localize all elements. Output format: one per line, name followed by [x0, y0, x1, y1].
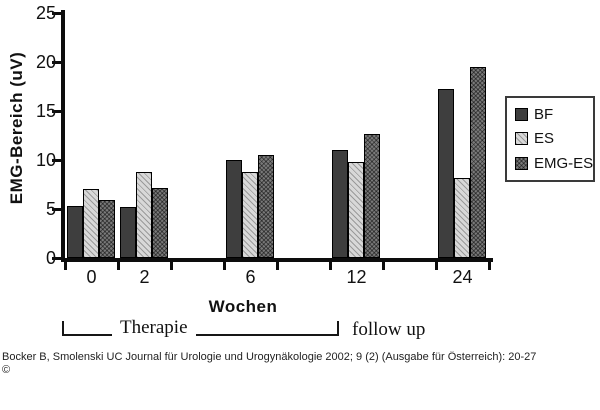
bar-ES-week-12: [348, 162, 364, 258]
x-tick-0: [64, 262, 67, 270]
y-tick-label-25: 25: [35, 3, 56, 23]
bar-BF-week-0: [67, 206, 83, 258]
legend-entry-es: ES: [515, 131, 593, 146]
x-tick-6: [382, 262, 385, 270]
y-tick-20: [52, 61, 61, 64]
x-axis-title: Wochen: [208, 297, 278, 316]
x-axis-line: [61, 258, 493, 262]
bar-ES-week-6: [242, 172, 258, 258]
legend-entry-emg-es: EMG-ES: [515, 156, 593, 171]
y-tick-label-20: 20: [35, 52, 56, 72]
legend-label-bf: BF: [534, 105, 554, 123]
y-tick-10: [52, 159, 61, 162]
source-citation: Bocker B, Smolenski UC Journal für Urolo…: [2, 351, 537, 363]
x-tick-label-week-2: 2: [139, 267, 150, 287]
bar-BF-week-24: [438, 89, 454, 258]
y-tick-25: [52, 12, 61, 15]
x-tick-3: [223, 262, 226, 270]
x-tick-4: [276, 262, 279, 270]
bf-swatch-icon: [515, 107, 528, 121]
bar-EMG-ES-week-0: [99, 200, 115, 258]
y-tick-5: [52, 208, 61, 211]
chart-legend: BF ES EMG-ES: [505, 96, 595, 182]
y-axis-line: [61, 10, 65, 262]
chart-plot-area: EMG-Bereich (uV) 0 5 10 15 20 25 0 2 6 12 24 Woche…: [7, 3, 493, 316]
x-tick-label-week-24: 24: [452, 267, 473, 287]
bar-EMG-ES-week-6: [258, 155, 274, 258]
bar-ES-week-0: [83, 189, 99, 258]
x-tick-label-week-0: 0: [86, 267, 97, 287]
copyright-symbol: ©: [2, 364, 11, 376]
y-tick-0: [52, 257, 61, 260]
bar-BF-week-2: [120, 207, 136, 258]
x-tick-label-week-6: 6: [245, 267, 256, 287]
bar-BF-week-12: [332, 150, 348, 258]
legend-entry-bf: BF: [515, 107, 593, 122]
y-tick-label-15: 15: [35, 101, 56, 121]
x-tick-1: [117, 262, 120, 270]
y-axis-title: EMG-Bereich (uV): [7, 51, 26, 205]
bar-EMG-ES-week-12: [364, 134, 380, 258]
y-tick-label-10: 10: [35, 150, 56, 170]
bar-EMG-ES-week-2: [152, 188, 168, 258]
bar-EMG-ES-week-24: [470, 67, 486, 258]
x-tick-5: [329, 262, 332, 270]
x-tick-2: [170, 262, 173, 270]
bar-ES-week-2: [136, 172, 152, 258]
bar-BF-week-6: [226, 160, 242, 258]
y-tick-label-0: 0: [45, 248, 56, 268]
follow-up-phase-label: follow up: [352, 319, 426, 340]
x-tick-7: [435, 262, 438, 270]
bar-ES-week-24: [454, 178, 470, 258]
therapie-phase-bracket: Therapie: [62, 317, 339, 339]
es-swatch-icon: [515, 132, 528, 146]
legend-label-emg-es: EMG-ES: [534, 155, 594, 173]
y-tick-label-5: 5: [45, 199, 56, 219]
y-tick-15: [52, 110, 61, 113]
emg-es-swatch-icon: [515, 157, 528, 171]
x-tick-8: [488, 262, 491, 270]
x-tick-label-week-12: 12: [346, 267, 367, 287]
therapie-phase-label: Therapie: [112, 317, 196, 339]
legend-label-es: ES: [534, 130, 555, 148]
